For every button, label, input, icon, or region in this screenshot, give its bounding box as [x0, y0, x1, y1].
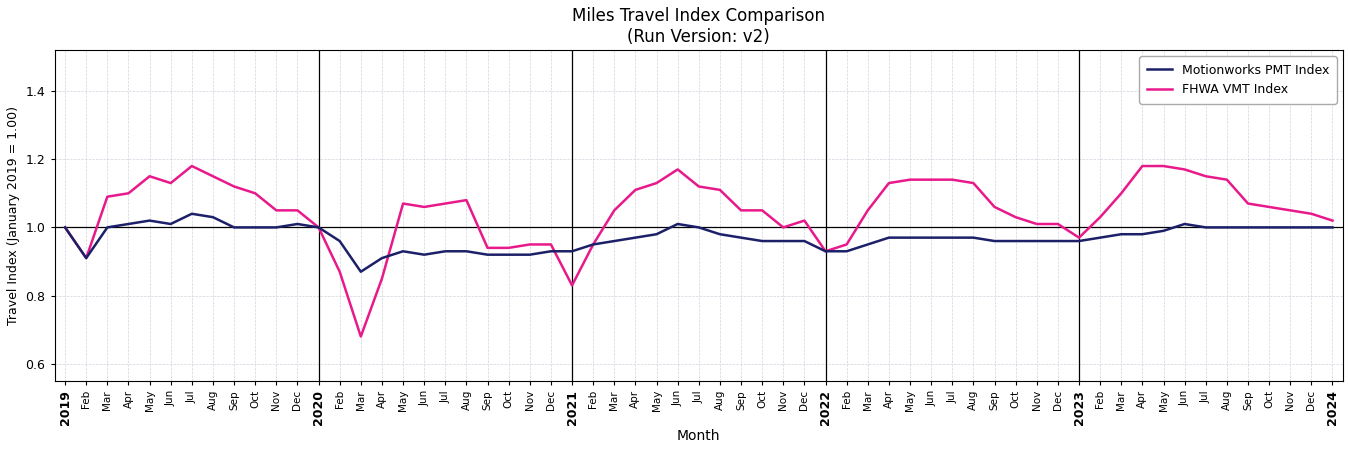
FHWA VMT Index	[396, 201, 412, 206]
Motionworks PMT Index	[352, 269, 369, 274]
Motionworks PMT Index	[396, 248, 412, 254]
X-axis label: Month: Month	[678, 429, 721, 443]
FHWA VMT Index	[332, 269, 348, 274]
FHWA VMT Index	[1197, 174, 1214, 179]
Motionworks PMT Index	[775, 238, 791, 244]
Motionworks PMT Index	[543, 248, 559, 254]
FHWA VMT Index	[775, 225, 791, 230]
Line: FHWA VMT Index: FHWA VMT Index	[65, 166, 1332, 337]
Motionworks PMT Index	[332, 238, 348, 244]
Motionworks PMT Index	[184, 211, 200, 216]
FHWA VMT Index	[543, 242, 559, 247]
Title: Miles Travel Index Comparison
(Run Version: v2): Miles Travel Index Comparison (Run Versi…	[572, 7, 825, 46]
Legend: Motionworks PMT Index, FHWA VMT Index: Motionworks PMT Index, FHWA VMT Index	[1139, 56, 1336, 104]
FHWA VMT Index	[57, 225, 73, 230]
Motionworks PMT Index	[1324, 225, 1341, 230]
Motionworks PMT Index	[57, 225, 73, 230]
FHWA VMT Index	[184, 163, 200, 169]
Line: Motionworks PMT Index: Motionworks PMT Index	[65, 214, 1332, 272]
FHWA VMT Index	[1324, 218, 1341, 223]
FHWA VMT Index	[860, 207, 876, 213]
Motionworks PMT Index	[1197, 225, 1214, 230]
Y-axis label: Travel Index (January 2019 = 1.00): Travel Index (January 2019 = 1.00)	[7, 106, 20, 325]
FHWA VMT Index	[352, 334, 369, 339]
Motionworks PMT Index	[860, 242, 876, 247]
